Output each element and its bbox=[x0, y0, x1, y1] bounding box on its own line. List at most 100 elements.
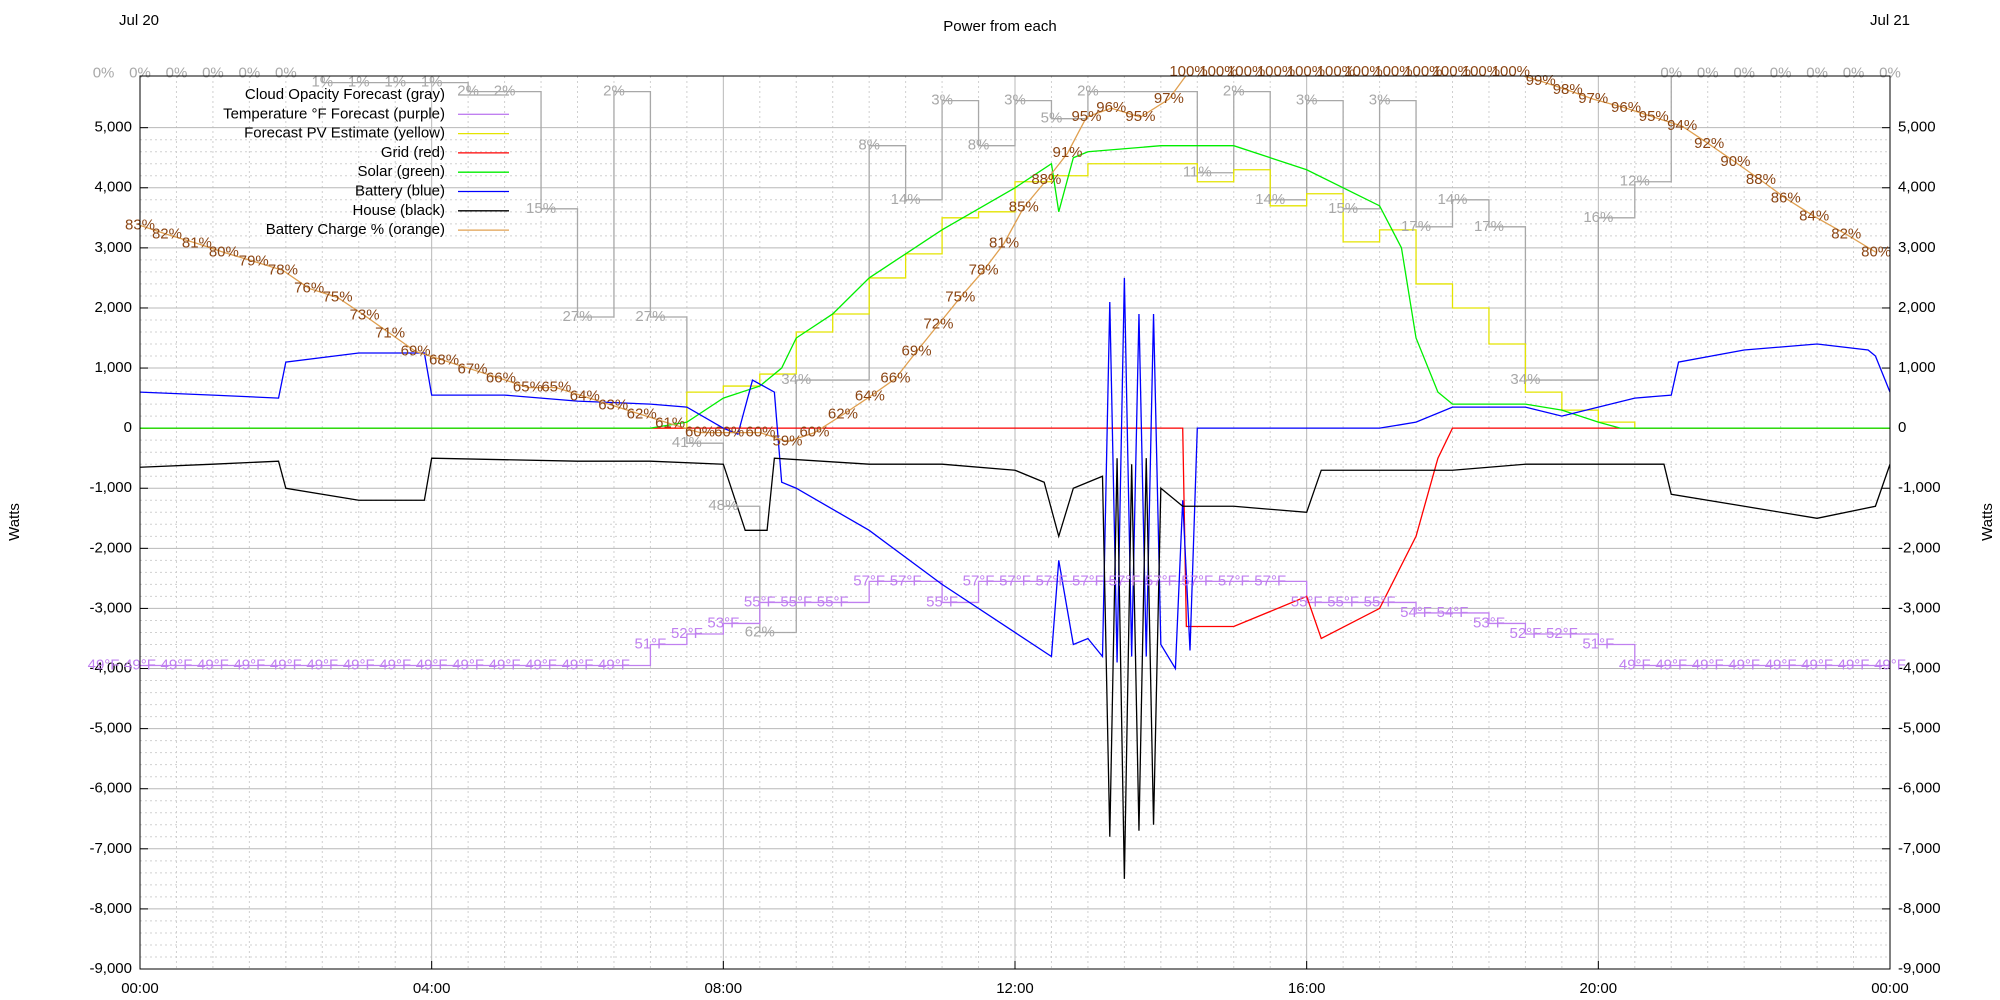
series-line bbox=[140, 145, 1890, 429]
data-label: 53°F bbox=[707, 614, 739, 631]
date-label: Jul 20 bbox=[119, 12, 159, 29]
y2-tick-label: -2,000 bbox=[1898, 539, 1941, 556]
data-label: 55°F bbox=[744, 593, 776, 610]
data-label: 94% bbox=[1667, 117, 1697, 134]
data-label: 60% bbox=[685, 424, 715, 441]
data-label: 14% bbox=[891, 191, 921, 208]
data-label: 49°F bbox=[489, 656, 521, 673]
y2-tick-label: 3,000 bbox=[1898, 239, 1936, 256]
data-label: 0% bbox=[166, 65, 188, 82]
data-label: 49°F bbox=[1728, 656, 1760, 673]
y-tick-label: 3,000 bbox=[94, 239, 132, 256]
data-label: 51°F bbox=[634, 635, 666, 652]
data-label: 54°F bbox=[1437, 604, 1469, 621]
data-label: 49°F bbox=[598, 656, 630, 673]
data-label: 2% bbox=[457, 83, 479, 100]
data-label: 55°F bbox=[1327, 593, 1359, 610]
y2-tick-label: -3,000 bbox=[1898, 599, 1941, 616]
y-tick-label: 0 bbox=[124, 419, 132, 436]
data-label: 0% bbox=[1806, 65, 1828, 82]
y2-tick-label: -6,000 bbox=[1898, 780, 1941, 797]
data-label: 55°F bbox=[817, 593, 849, 610]
y-tick-label: 2,000 bbox=[94, 299, 132, 316]
data-label: 69% bbox=[401, 343, 431, 360]
data-label: 97% bbox=[1578, 90, 1608, 107]
data-label: 5% bbox=[1041, 110, 1063, 127]
data-label: 57°F bbox=[1181, 572, 1213, 589]
x-tick-label: 00:00 bbox=[1871, 980, 1909, 997]
data-label: 49°F bbox=[1838, 656, 1870, 673]
y-tick-label: 5,000 bbox=[94, 119, 132, 136]
data-label: 90% bbox=[1720, 153, 1750, 170]
data-label: 0% bbox=[129, 65, 151, 82]
data-label: 49°F bbox=[233, 656, 265, 673]
data-label: 17% bbox=[1401, 218, 1431, 235]
data-label: 49°F bbox=[1765, 656, 1797, 673]
data-label: 1% bbox=[311, 74, 333, 91]
data-label: 52°F bbox=[1546, 625, 1578, 642]
data-label: 85% bbox=[1009, 198, 1039, 215]
data-label: 1% bbox=[421, 74, 443, 91]
y-tick-label: -3,000 bbox=[89, 599, 132, 616]
data-label: 75% bbox=[323, 288, 353, 305]
data-label: 79% bbox=[239, 252, 269, 269]
y2-tick-label: -4,000 bbox=[1898, 659, 1941, 676]
data-label: 97% bbox=[1154, 90, 1184, 107]
data-label: 34% bbox=[781, 371, 811, 388]
data-label: 0% bbox=[1843, 65, 1865, 82]
data-label: 62% bbox=[828, 406, 858, 423]
data-label: 3% bbox=[1369, 92, 1391, 109]
data-label: 96% bbox=[1611, 99, 1641, 116]
data-label: 49°F bbox=[197, 656, 229, 673]
data-label: 49°F bbox=[270, 656, 302, 673]
data-label: 72% bbox=[923, 315, 953, 332]
data-label: 57°F bbox=[1072, 572, 1104, 589]
data-label: 16% bbox=[1583, 209, 1613, 226]
data-label: 78% bbox=[969, 261, 999, 278]
y2-tick-label: 1,000 bbox=[1898, 359, 1936, 376]
y2-tick-label: -5,000 bbox=[1898, 720, 1941, 737]
data-label: 2% bbox=[494, 83, 516, 100]
data-label: 57°F bbox=[853, 572, 885, 589]
data-label: 88% bbox=[1031, 171, 1061, 188]
data-label: 96% bbox=[1096, 99, 1126, 116]
data-label: 64% bbox=[855, 388, 885, 405]
data-label: 63% bbox=[598, 397, 628, 414]
data-label: 0% bbox=[1660, 65, 1682, 82]
data-label: 55°F bbox=[926, 593, 958, 610]
y2-tick-label: -7,000 bbox=[1898, 840, 1941, 857]
data-label: 65% bbox=[541, 379, 571, 396]
data-label: 15% bbox=[1328, 200, 1358, 217]
plot-frame bbox=[139, 75, 1891, 970]
data-label: 52°F bbox=[1509, 625, 1541, 642]
x-tick-label: 16:00 bbox=[1288, 980, 1326, 997]
data-label: 3% bbox=[1004, 92, 1026, 109]
y-tick-label: 1,000 bbox=[94, 359, 132, 376]
data-label: 49°F bbox=[562, 656, 594, 673]
data-label: 1% bbox=[384, 74, 406, 91]
x-tick-label: 20:00 bbox=[1580, 980, 1618, 997]
x-tick-label: 00:00 bbox=[121, 980, 159, 997]
data-label: 62% bbox=[627, 406, 657, 423]
data-label: 49°F bbox=[525, 656, 557, 673]
data-label: 49°F bbox=[452, 656, 484, 673]
data-label: 17% bbox=[1474, 218, 1504, 235]
data-label: 2% bbox=[603, 83, 625, 100]
data-label: 0% bbox=[275, 65, 297, 82]
data-label: 0% bbox=[1879, 65, 1901, 82]
y2-tick-label: 2,000 bbox=[1898, 299, 1936, 316]
data-label: 55°F bbox=[780, 593, 812, 610]
data-label: 92% bbox=[1694, 135, 1724, 152]
data-label: 78% bbox=[268, 261, 298, 278]
data-label: 98% bbox=[1553, 81, 1583, 98]
data-label: 49°F bbox=[306, 656, 338, 673]
data-label: 2% bbox=[1077, 83, 1099, 100]
data-label: 49°F bbox=[416, 656, 448, 673]
series-line bbox=[321, 76, 1672, 634]
data-label: 0% bbox=[1733, 65, 1755, 82]
data-label: 57°F bbox=[1036, 572, 1068, 589]
data-label: 3% bbox=[1296, 92, 1318, 109]
data-label: 34% bbox=[1510, 371, 1540, 388]
data-label: 60% bbox=[714, 424, 744, 441]
